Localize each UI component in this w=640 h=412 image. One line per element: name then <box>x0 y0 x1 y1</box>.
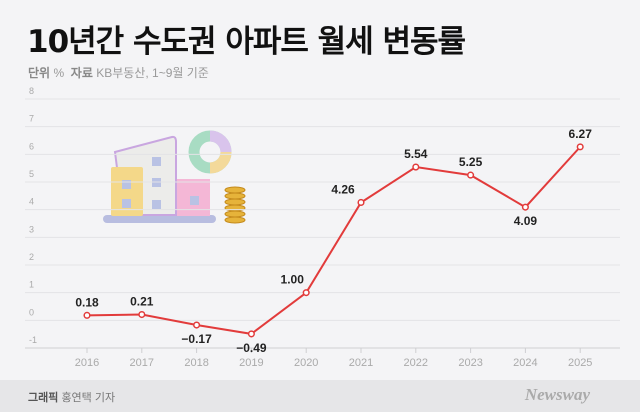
data-label: 0.21 <box>130 295 154 309</box>
x-tick-label: 2017 <box>130 357 154 369</box>
y-tick-label: -1 <box>29 335 37 345</box>
credit-name: 홍연택 기자 <box>61 392 116 404</box>
y-tick-label: 7 <box>29 114 34 124</box>
credit: 그래픽 홍연택 기자 <box>28 389 115 405</box>
credit-label: 그래픽 <box>28 392 59 404</box>
footer: 그래픽 홍연택 기자 Newsway <box>0 380 640 412</box>
data-label: 0.18 <box>75 295 99 309</box>
data-point <box>412 163 420 171</box>
data-label: 4.26 <box>331 182 355 196</box>
data-point <box>83 311 91 319</box>
y-tick-label: 8 <box>29 86 34 96</box>
x-tick-label: 2021 <box>349 357 373 369</box>
y-tick-label: 6 <box>29 141 34 151</box>
y-tick-label: 4 <box>29 197 34 207</box>
data-label: −0.49 <box>236 341 267 355</box>
line-chart: -1 0 1 2 3 4 5 6 7 8 2016 2017 2018 2019 2020 2021 2022 2… <box>25 86 620 369</box>
data-label: 1.00 <box>281 273 305 287</box>
y-tick-label: 0 <box>29 307 34 317</box>
unit: % <box>53 66 65 80</box>
source-label: 자료 <box>70 66 93 80</box>
data-point <box>193 321 201 329</box>
source: KB부동산, 1~9월 기준 <box>96 66 209 80</box>
data-label: −0.17 <box>181 332 212 346</box>
brand-logo: Newsway <box>524 385 590 404</box>
y-tick-label: 1 <box>29 280 34 290</box>
y-tick-label: 3 <box>29 224 34 234</box>
subtitle: 단위 % 자료 KB부동산, 1~9월 기준 <box>28 64 209 81</box>
x-tick-label: 2022 <box>404 357 428 369</box>
x-tick-label: 2018 <box>184 357 208 369</box>
data-label: 5.54 <box>404 147 428 161</box>
series-line <box>86 146 581 335</box>
x-tick-label: 2019 <box>239 357 263 369</box>
x-tick-label: 2016 <box>75 357 99 369</box>
data-point <box>357 198 365 207</box>
data-point <box>247 330 255 338</box>
y-tick-label: 5 <box>29 169 34 179</box>
x-tick-label: 2025 <box>568 357 592 369</box>
data-point <box>467 171 475 179</box>
data-point <box>521 203 529 211</box>
y-tick-label: 2 <box>29 252 34 262</box>
x-tick-label: 2020 <box>294 357 318 369</box>
data-point <box>302 289 310 297</box>
data-point <box>138 310 146 319</box>
page-title: 10년간 수도권 아파트 월세 변동률 <box>27 24 466 60</box>
x-tick-label: 2024 <box>513 357 537 369</box>
data-label: 5.25 <box>459 155 483 169</box>
data-point <box>576 143 584 151</box>
unit-label: 단위 <box>28 66 51 80</box>
data-label: 4.09 <box>514 214 538 228</box>
x-tick-label: 2023 <box>458 357 482 369</box>
data-label: 6.27 <box>569 127 593 141</box>
